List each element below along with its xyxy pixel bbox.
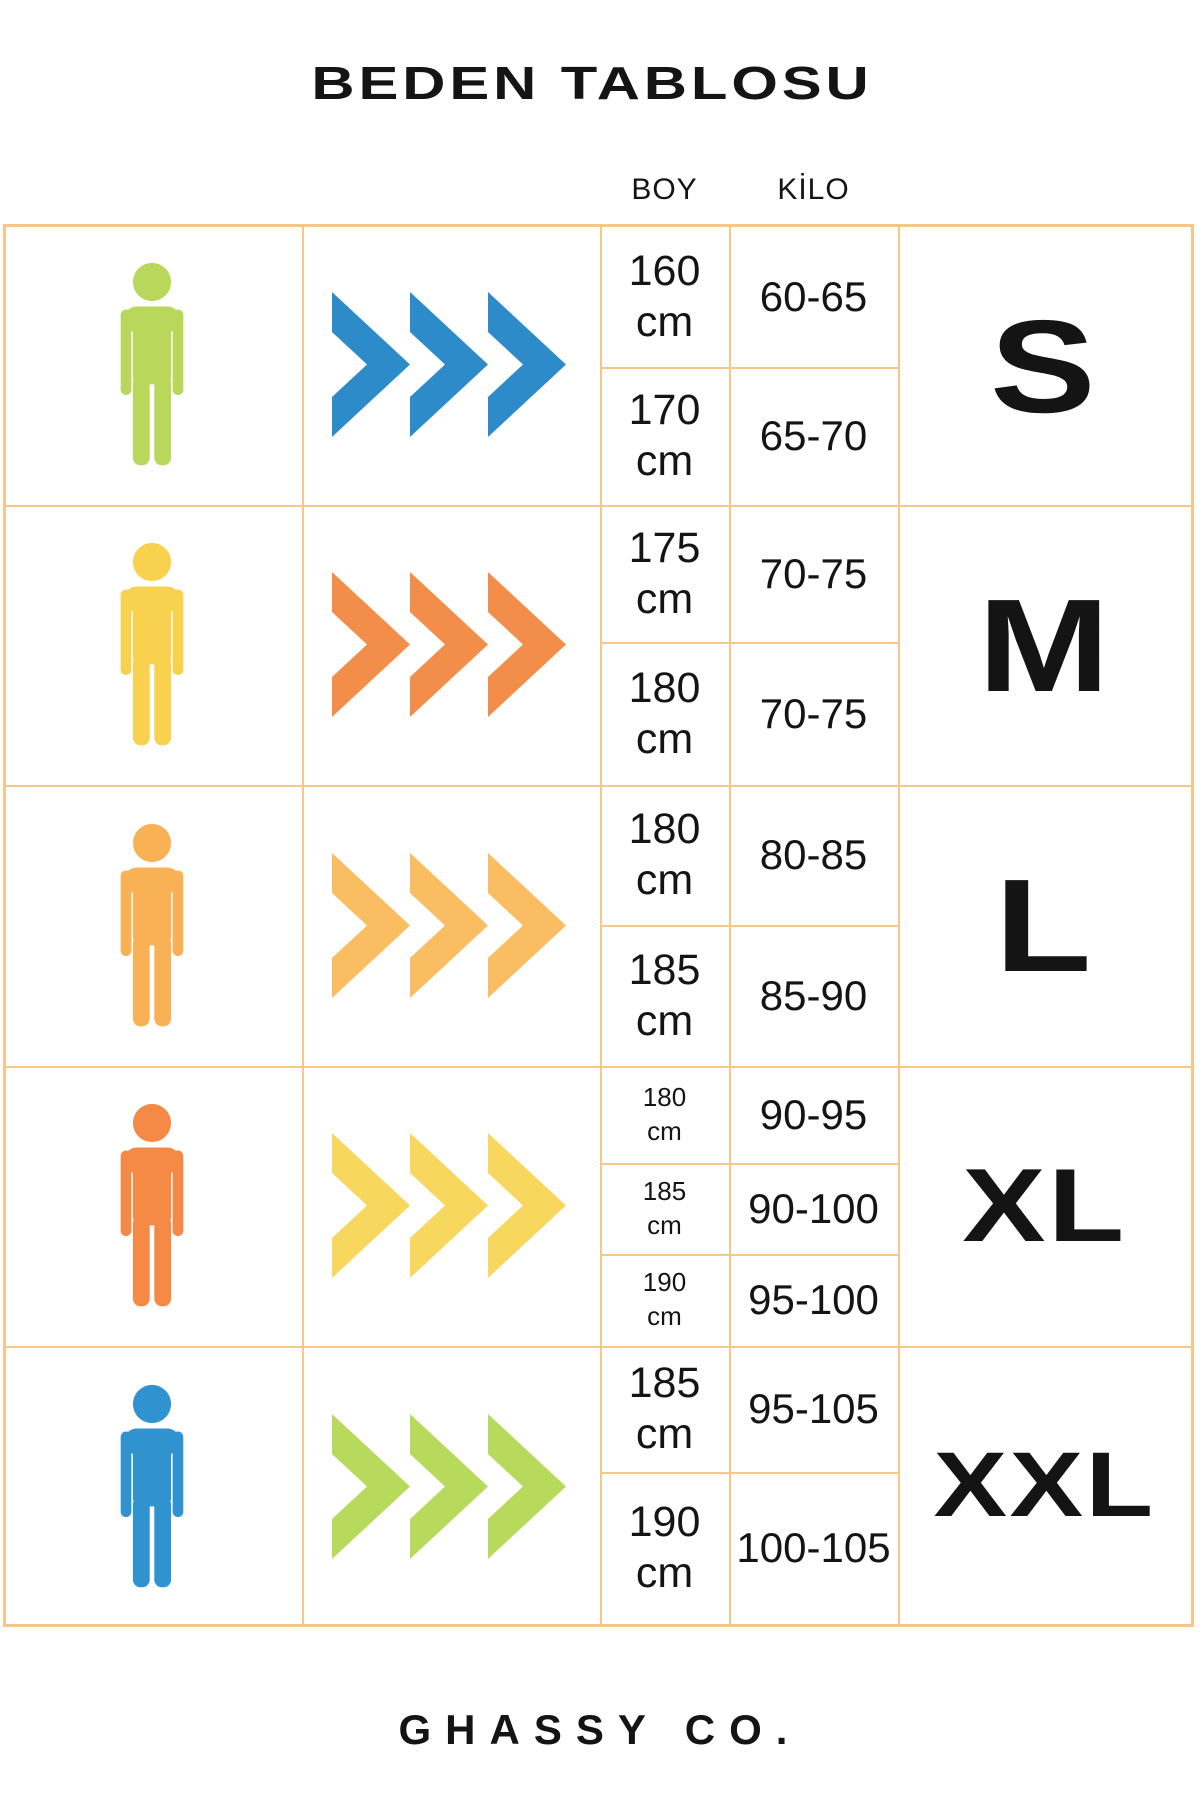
grid-hline (6, 785, 1191, 787)
person-icon (110, 542, 194, 747)
height-unit: cm (635, 996, 694, 1045)
grid-hline (6, 505, 1191, 507)
size-label: L (994, 852, 1095, 999)
height-cell: 185 cm (600, 1346, 729, 1472)
column-header-weight: KİLO (777, 173, 850, 206)
weight-cell: 95-100 (748, 1276, 879, 1324)
size-label: M (977, 571, 1112, 719)
height-unit: cm (635, 856, 694, 904)
column-header-height: BOY (631, 173, 698, 206)
height-unit: cm (635, 574, 694, 623)
height-unit: cm (635, 1549, 694, 1597)
weight-cell: 85-90 (759, 971, 868, 1019)
height-value: 180 (628, 805, 701, 854)
size-label: S (990, 292, 1099, 440)
height-unit: cm (635, 714, 694, 763)
height-value: 180 (628, 663, 701, 712)
weight-cell: 100-105 (736, 1524, 891, 1572)
weight-cell: 95-105 (748, 1385, 879, 1433)
height-cell: 180 cm (600, 1066, 729, 1163)
person-icon (110, 1103, 194, 1308)
size-cell: S (898, 227, 1191, 505)
height-value: 190 (628, 1498, 701, 1547)
height-cell: 190 cm (600, 1254, 729, 1346)
height-value: 185 (628, 945, 701, 994)
chevron-right-icon (332, 1414, 566, 1559)
height-value: 175 (628, 523, 701, 572)
height-cell: 170 cm (600, 367, 729, 505)
weight-cell: 90-95 (759, 1090, 868, 1138)
height-value: 185 (642, 1175, 687, 1206)
grid-subline (600, 642, 900, 644)
height-cell: 175 cm (600, 505, 729, 642)
height-cell: 180 cm (600, 785, 729, 925)
grid-subline (600, 1472, 900, 1474)
chevron-right-icon (332, 853, 566, 998)
grid-subline (600, 1163, 900, 1165)
chevron-right-icon (332, 292, 566, 437)
grid-vline (302, 227, 304, 1624)
size-cell: M (898, 505, 1191, 785)
height-cell: 185 cm (600, 925, 729, 1066)
size-cell: XL (898, 1066, 1191, 1346)
height-unit: cm (647, 1115, 682, 1146)
weight-cell: 80-85 (759, 831, 868, 879)
weight-cell: 90-100 (748, 1184, 879, 1232)
height-value: 190 (642, 1267, 687, 1298)
height-unit: cm (647, 1301, 682, 1331)
height-cell: 180 cm (600, 642, 729, 785)
person-icon (110, 262, 194, 467)
chevron-right-icon (332, 572, 566, 717)
weight-cell: 70-75 (759, 549, 868, 597)
grid-hline (6, 1346, 1191, 1348)
grid-hline (6, 1066, 1191, 1068)
grid-subline (600, 925, 900, 927)
weight-cell: 65-70 (759, 412, 868, 460)
height-cell: 185 cm (600, 1163, 729, 1254)
person-icon (110, 823, 194, 1028)
brand-footer: GHASSY CO. (398, 1706, 802, 1753)
size-cell: XXL (898, 1346, 1191, 1624)
weight-cell: 60-65 (759, 273, 868, 321)
size-cell: L (898, 785, 1191, 1066)
size-label: XL (962, 1147, 1127, 1264)
weight-cell: 70-75 (759, 689, 868, 737)
height-cell: 190 cm (600, 1472, 729, 1624)
height-cell: 160 cm (600, 227, 729, 367)
page-title: BEDEN TABLOSU (311, 57, 873, 109)
size-table: 160 cm 170 cm 60-65 65-70 S 175 cm 180 c… (3, 224, 1194, 1627)
grid-subline (600, 367, 900, 369)
height-value: 160 (628, 247, 701, 296)
height-unit: cm (647, 1209, 682, 1240)
height-unit: cm (635, 298, 694, 346)
grid-subline (600, 1254, 900, 1256)
person-icon (110, 1384, 194, 1589)
height-unit: cm (635, 437, 694, 485)
height-value: 170 (628, 386, 701, 435)
height-unit: cm (635, 1410, 694, 1458)
chevron-right-icon (332, 1133, 566, 1278)
height-value: 185 (628, 1359, 701, 1408)
height-value: 180 (642, 1081, 687, 1112)
size-label: XXL (933, 1433, 1156, 1536)
